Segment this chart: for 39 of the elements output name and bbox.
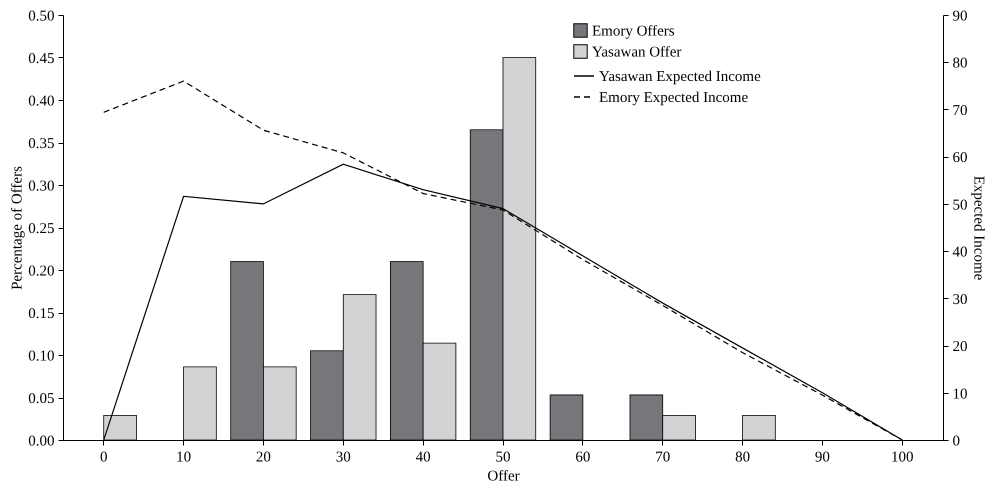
x-tick-label: 100 (891, 450, 914, 466)
legend-label: Yasawan Expected Income (599, 69, 762, 85)
x-tick-label: 80 (735, 450, 750, 466)
y2-tick-label: 20 (952, 339, 968, 356)
y-tick-label: 0.20 (28, 264, 54, 280)
y2-tick-label: 10 (952, 386, 968, 402)
y-tick-label: 0.25 (28, 221, 54, 237)
y-tick-label: 0.40 (28, 94, 54, 110)
y-tick-label: 0.50 (28, 8, 54, 24)
x-tick-label: 70 (655, 450, 670, 466)
y-tick-label: 0.30 (28, 178, 54, 194)
y-tick-label: 0.15 (28, 306, 54, 322)
legend-label: Emory Expected Income (599, 90, 748, 106)
x-tick-label: 60 (575, 450, 590, 466)
y2-tick-label: 60 (952, 150, 968, 166)
x-tick-label: 40 (416, 450, 431, 466)
x-tick-label: 90 (814, 450, 830, 466)
y2-tick-label: 90 (952, 8, 968, 24)
x-tick-label: 20 (256, 450, 271, 466)
x-tick-label: 30 (336, 450, 351, 466)
y2-tick-label: 40 (952, 244, 968, 261)
x-tick-label: 0 (100, 450, 108, 466)
x-tick-label: 10 (176, 450, 192, 466)
y2-axis-title: Expected Income (970, 176, 986, 281)
y-axis-title: Percentage of Offers (9, 166, 26, 290)
y2-tick-label: 50 (952, 197, 968, 214)
y-tick-label: 0.10 (28, 348, 54, 364)
y2-tick-label: 30 (952, 292, 968, 308)
legend-label: Yasawan Offer (592, 44, 682, 60)
y2-tick-label: 70 (952, 102, 968, 119)
y-tick-label: 0.45 (28, 51, 54, 67)
x-tick-label: 50 (496, 450, 510, 466)
legend-label: Emory Offers (592, 24, 675, 40)
y2-tick-label: 0 (952, 434, 960, 450)
x-axis-title: Offer (487, 468, 520, 484)
y-tick-label: 0.35 (28, 136, 54, 152)
y-tick-label: 0.00 (28, 434, 54, 450)
y2-tick-label: 80 (952, 56, 968, 72)
y-tick-label: 0.05 (28, 391, 54, 407)
